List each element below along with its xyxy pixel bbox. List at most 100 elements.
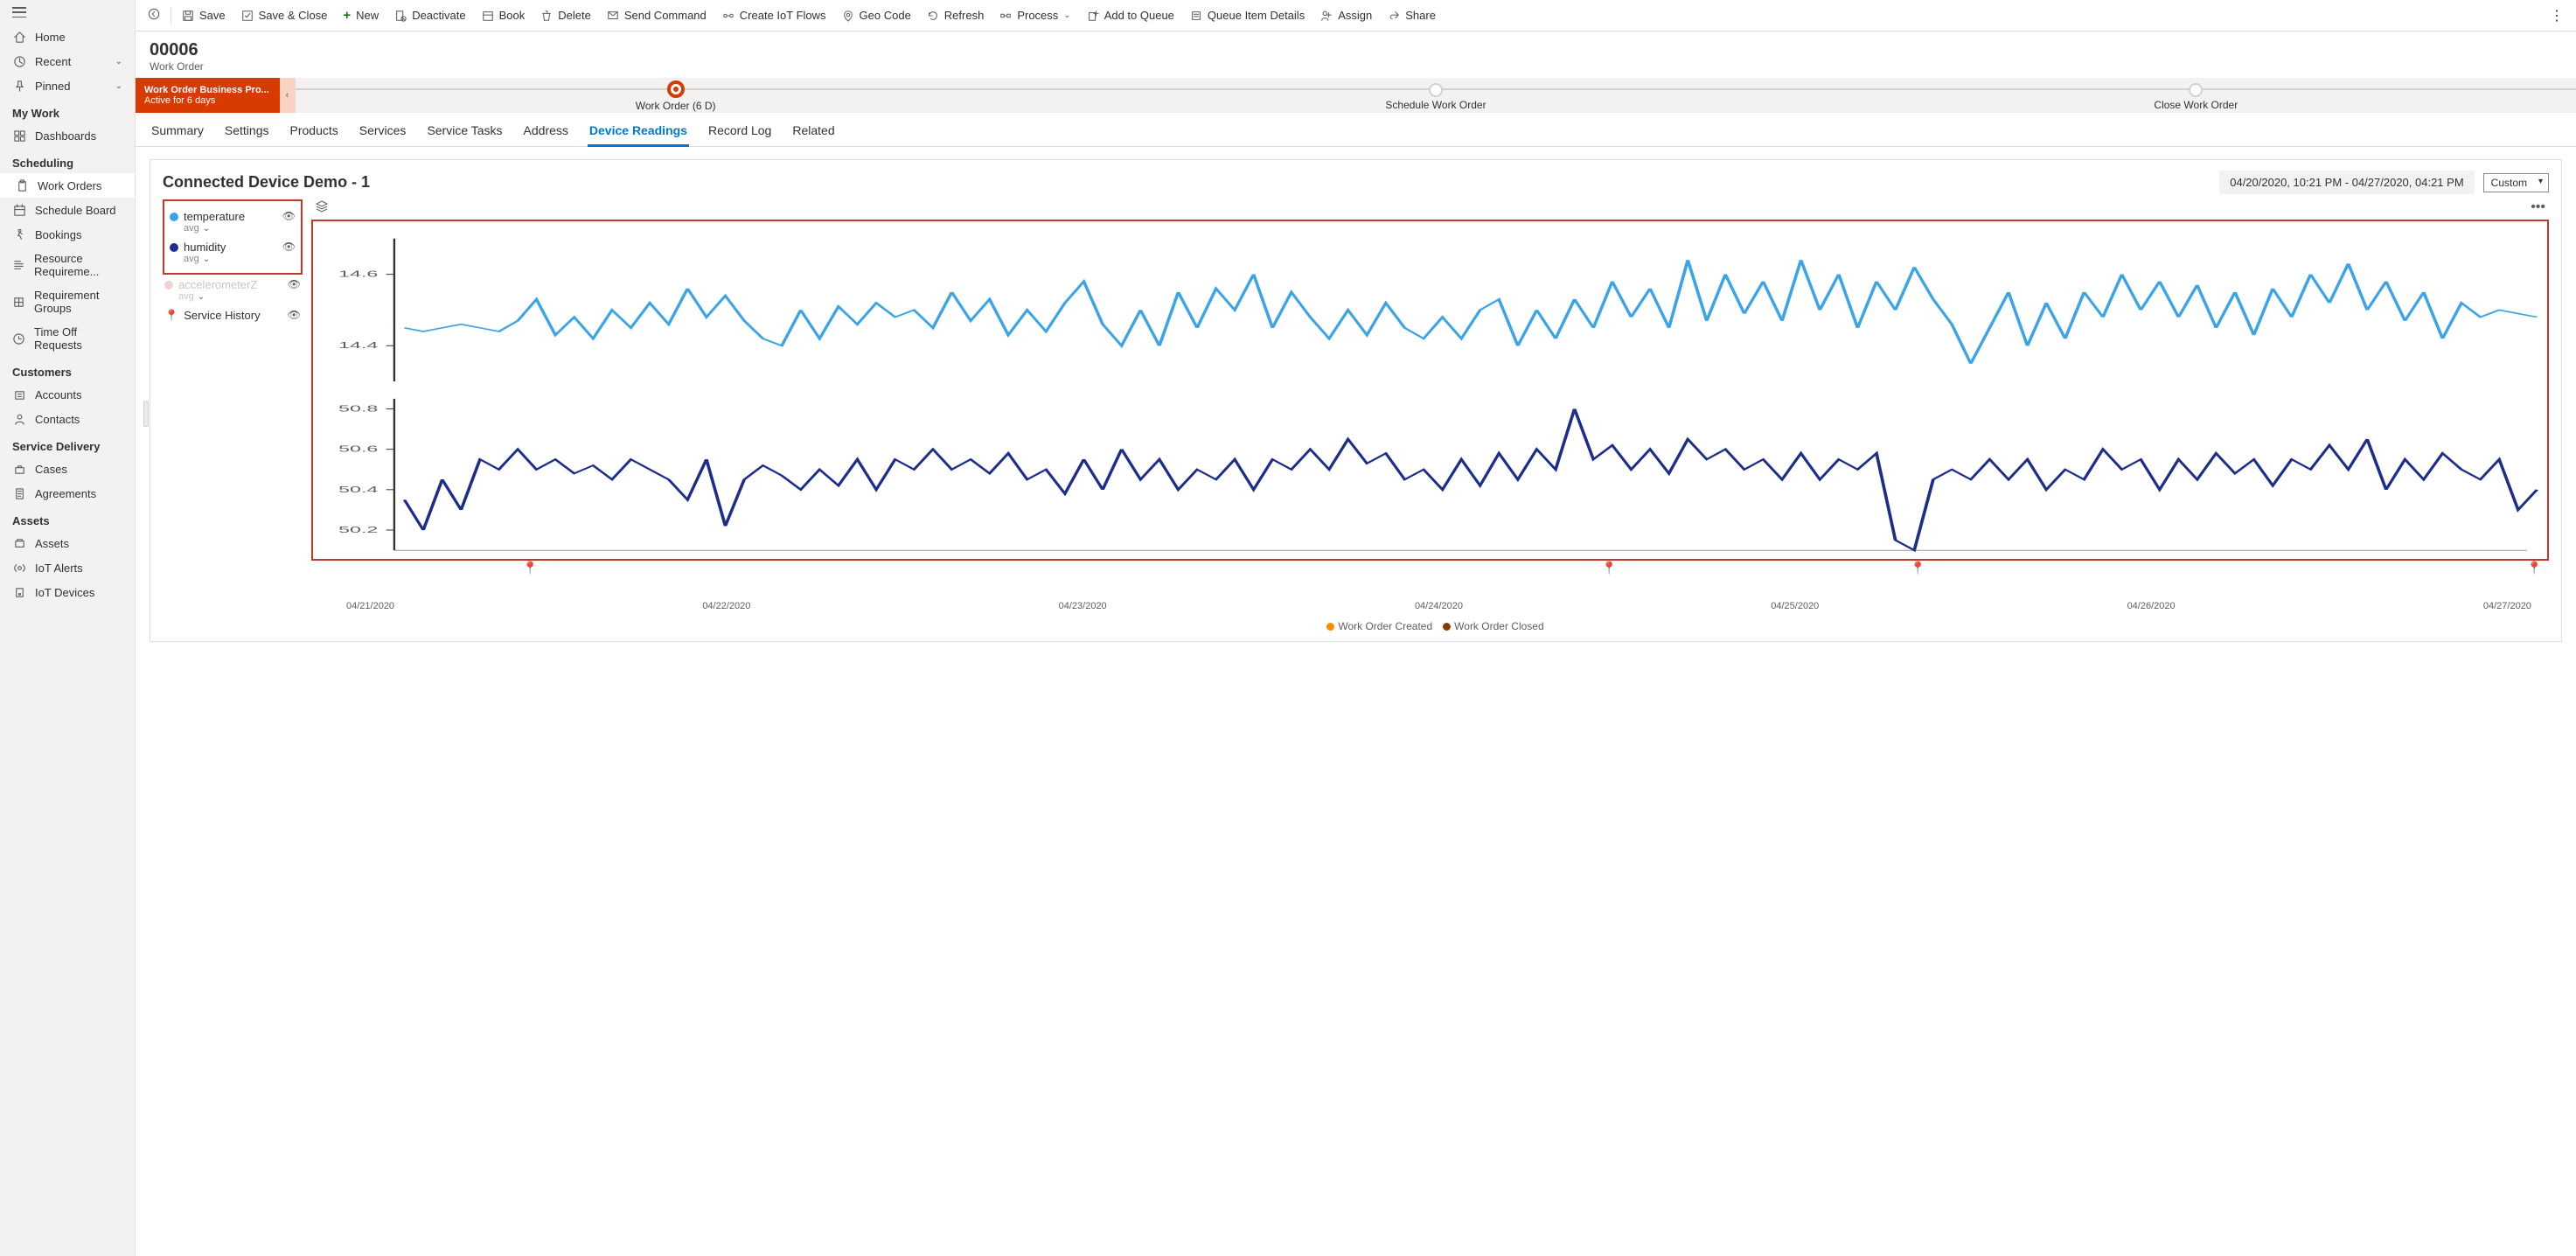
- sidebar-item-dashboards[interactable]: Dashboards: [0, 123, 135, 148]
- visibility-toggle-icon[interactable]: 👁: [288, 309, 301, 321]
- save-button[interactable]: Save: [175, 5, 233, 25]
- sidebar-item-contacts[interactable]: Contacts: [0, 407, 135, 431]
- sidebar-item-iot-devices[interactable]: IoT Devices: [0, 580, 135, 604]
- event-legend: Work Order CreatedWork Order Closed: [311, 615, 2549, 634]
- bpf-stage[interactable]: Close Work Order: [1816, 80, 2576, 111]
- sidebar-item-schedule-board[interactable]: Schedule Board: [0, 198, 135, 222]
- sidebar-item-iot-alerts[interactable]: IoT Alerts: [0, 555, 135, 580]
- section-header: My Work: [0, 98, 135, 123]
- process-button[interactable]: Process⌄: [992, 5, 1077, 25]
- visibility-toggle-icon[interactable]: 👁: [288, 278, 301, 290]
- geocode-button[interactable]: Geo Code: [835, 5, 918, 25]
- x-axis-label: 04/27/2020: [2483, 601, 2531, 611]
- grp-icon: [12, 295, 25, 309]
- run-icon: [12, 227, 26, 241]
- series-color-dot: [170, 213, 178, 221]
- sidebar-item-bookings[interactable]: Bookings: [0, 222, 135, 247]
- addqueue-button[interactable]: Add to Queue: [1080, 5, 1181, 25]
- queuedetails-button[interactable]: Queue Item Details: [1183, 5, 1312, 25]
- service-marker[interactable]: 📍: [523, 561, 538, 576]
- sidebar-item-cases[interactable]: Cases: [0, 457, 135, 481]
- legend-panel: temperatureavg ⌄👁humidityavg ⌄👁 accelero…: [163, 199, 303, 634]
- service-marker[interactable]: 📍: [2527, 561, 2542, 576]
- sendcmd-button[interactable]: Send Command: [600, 5, 714, 25]
- svg-text:50.2: 50.2: [338, 525, 378, 534]
- visibility-toggle-icon[interactable]: 👁: [282, 210, 296, 222]
- sidebar: HomeRecent⌄Pinned⌄ My WorkDashboardsSche…: [0, 0, 136, 1256]
- con-icon: [12, 412, 26, 426]
- stage-dot: [667, 80, 685, 98]
- acc-icon: [12, 387, 26, 401]
- record-id: 00006: [150, 40, 2562, 60]
- tab-service-tasks[interactable]: Service Tasks: [425, 118, 504, 146]
- section-header: Scheduling: [0, 148, 135, 173]
- refresh-button[interactable]: Refresh: [920, 5, 992, 25]
- layers-icon[interactable]: [315, 199, 329, 218]
- chevron-down-icon: ⌄: [115, 81, 122, 91]
- asset-icon: [12, 536, 26, 550]
- chevron-down-icon: ⌄: [115, 57, 122, 66]
- service-marker[interactable]: 📍: [1602, 561, 1617, 576]
- bpf-name: Work Order Business Pro...: [144, 85, 271, 95]
- record-header: 00006 Work Order: [136, 31, 2576, 78]
- tab-device-readings[interactable]: Device Readings: [588, 118, 689, 146]
- assign-button[interactable]: Assign: [1313, 5, 1379, 25]
- chart-more-icon[interactable]: •••: [2531, 199, 2545, 218]
- record-tabs: Summary Settings Products Services Service T…: [136, 113, 2576, 147]
- sidebar-item-accounts[interactable]: Accounts: [0, 382, 135, 407]
- tab-services[interactable]: Services: [358, 118, 408, 146]
- sidebar-item-resource-requireme-[interactable]: Resource Requireme...: [0, 247, 135, 283]
- bpf-stage[interactable]: Work Order (6 D): [296, 79, 1055, 112]
- iotflows-button[interactable]: Create IoT Flows: [715, 5, 833, 25]
- sidebar-item-work-orders[interactable]: Work Orders: [0, 173, 135, 198]
- bpf-label[interactable]: Work Order Business Pro... Active for 6 …: [136, 78, 280, 113]
- home-icon: [12, 30, 26, 44]
- tab-settings[interactable]: Settings: [223, 118, 271, 146]
- tab-summary[interactable]: Summary: [150, 118, 205, 146]
- visibility-toggle-icon[interactable]: 👁: [282, 241, 296, 253]
- bpf-collapse[interactable]: ‹: [280, 78, 296, 113]
- range-mode-select[interactable]: Custom: [2483, 173, 2549, 192]
- new-button[interactable]: +New: [336, 4, 386, 26]
- legend-service-history[interactable]: 📍Service History👁: [163, 305, 303, 326]
- tab-products[interactable]: Products: [289, 118, 340, 146]
- series-color-dot: [164, 281, 173, 290]
- sidebar-item-recent[interactable]: Recent⌄: [0, 49, 135, 73]
- saveclose-button[interactable]: Save & Close: [234, 5, 335, 25]
- menu-toggle[interactable]: [12, 7, 26, 17]
- sidebar-item-assets[interactable]: Assets: [0, 531, 135, 555]
- service-marker[interactable]: 📍: [1910, 561, 1925, 576]
- x-axis-label: 04/23/2020: [1059, 601, 1107, 611]
- legend-item-temperature[interactable]: temperatureavg ⌄👁: [168, 206, 297, 237]
- chevron-down-icon: ⌄: [1063, 10, 1070, 20]
- legend-highlight-box: temperatureavg ⌄👁humidityavg ⌄👁: [163, 199, 303, 275]
- sidebar-item-time-off-requests[interactable]: Time Off Requests: [0, 320, 135, 357]
- x-axis-label: 04/21/2020: [346, 601, 394, 611]
- legend-item-humidity[interactable]: humidityavg ⌄👁: [168, 237, 297, 268]
- sidebar-item-agreements[interactable]: Agreements: [0, 481, 135, 506]
- sidebar-item-home[interactable]: Home: [0, 24, 135, 49]
- date-range[interactable]: 04/20/2020, 10:21 PM - 04/27/2020, 04:21…: [2219, 171, 2474, 194]
- req-icon: [12, 258, 25, 272]
- x-axis-label: 04/22/2020: [702, 601, 750, 611]
- sidebar-item-requirement-groups[interactable]: Requirement Groups: [0, 283, 135, 320]
- tab-address[interactable]: Address: [522, 118, 570, 146]
- bpf-stage[interactable]: Schedule Work Order: [1055, 80, 1815, 111]
- business-process-flow: Work Order Business Pro... Active for 6 …: [136, 78, 2576, 113]
- deactivate-button[interactable]: Deactivate: [387, 5, 472, 25]
- panel-resize-handle[interactable]: [143, 401, 149, 427]
- x-axis: 04/21/2020 04/22/2020 04/23/2020 04/24/2020…: [311, 576, 2549, 615]
- share-button[interactable]: Share: [1381, 5, 1443, 25]
- back-button[interactable]: [141, 4, 167, 26]
- legend-item-accelerometerZ[interactable]: accelerometerZavg ⌄👁: [163, 275, 303, 305]
- section-header: Customers: [0, 357, 135, 382]
- overflow-menu[interactable]: ⋮: [2543, 3, 2571, 28]
- x-axis-label: 04/24/2020: [1415, 601, 1463, 611]
- record-type: Work Order: [150, 60, 2562, 73]
- sidebar-item-pinned[interactable]: Pinned⌄: [0, 73, 135, 98]
- tab-related[interactable]: Related: [790, 118, 836, 146]
- tab-record-log[interactable]: Record Log: [707, 118, 773, 146]
- delete-button[interactable]: Delete: [533, 5, 598, 25]
- device-readings-card: Connected Device Demo - 1 04/20/2020, 10…: [150, 159, 2562, 642]
- book-button[interactable]: Book: [475, 5, 533, 25]
